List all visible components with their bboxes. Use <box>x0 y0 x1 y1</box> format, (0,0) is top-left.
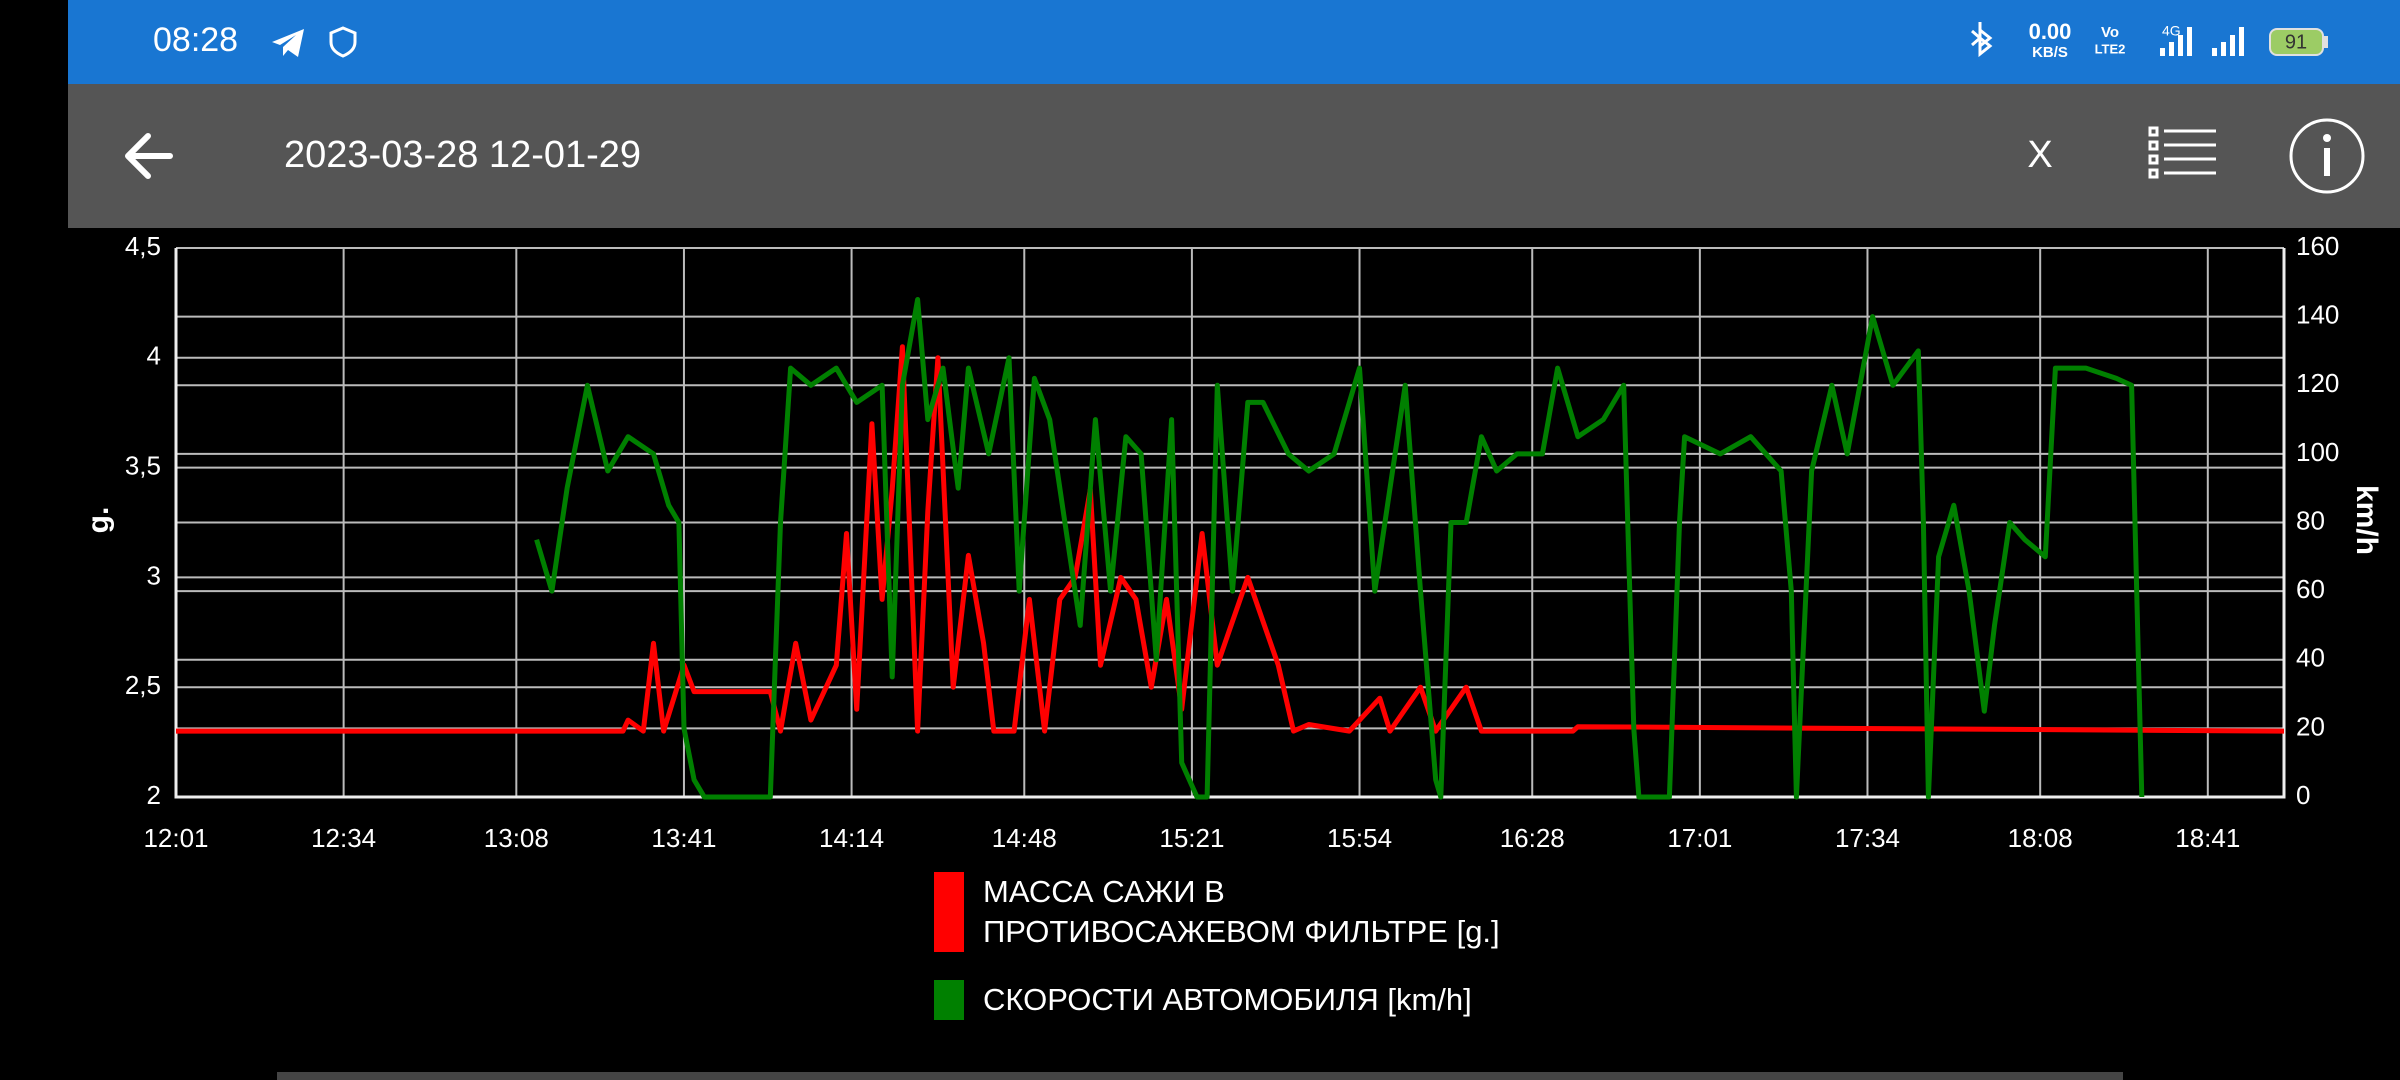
plot: 12:01 12:34 13:08 13:41 14:14 14:48 15:21 15:54… <box>82 231 2383 853</box>
signal-1 <box>2160 27 2192 56</box>
volte-top: Vo <box>2101 24 2119 41</box>
x-tick-label: 15:54 <box>1327 823 1392 853</box>
series-line <box>534 297 2145 800</box>
shield-icon <box>329 26 357 58</box>
battery <box>2269 28 2324 56</box>
info-button[interactable] <box>2289 118 2365 194</box>
net-speed: 0.00 <box>2029 19 2072 44</box>
legend-swatch <box>934 980 964 1020</box>
x-tick-label: 13:08 <box>484 823 549 853</box>
battery-level: 91 <box>2285 31 2307 53</box>
x-tick-label: 18:08 <box>2008 823 2073 853</box>
y2-tick-label: 120 <box>2296 368 2339 398</box>
y-tick-label: 3 <box>147 560 161 590</box>
x-tick-label: 14:48 <box>992 823 1057 853</box>
y-tick-label: 4 <box>147 341 161 371</box>
x-tick-label: 17:01 <box>1667 823 1732 853</box>
toolbar <box>68 84 2400 228</box>
y-tick-label: 4,5 <box>125 231 161 261</box>
clock: 08:28 <box>153 21 238 59</box>
legend-item: СКОРОСТИ АВТОМОБИЛЯ [km/h] <box>934 980 1554 1020</box>
y-tick-label: 3,5 <box>125 450 161 480</box>
y2-tick-label: 0 <box>2296 780 2310 810</box>
battery-tip <box>2324 36 2328 48</box>
net-unit: KB/S <box>2032 44 2068 61</box>
toolbar-title: 2023-03-28 12-01-29 <box>284 134 641 176</box>
legend-label: МАССА САЖИ В ПРОТИВОСАЖЕВОМ ФИЛЬТРЕ [g.] <box>983 874 1500 949</box>
y2-tick-label: 140 <box>2296 300 2339 330</box>
x-tick-label: 18:41 <box>2175 823 2240 853</box>
legend-label: СКОРОСТИ АВТОМОБИЛЯ [km/h] <box>983 982 1472 1017</box>
back-button[interactable] <box>125 133 173 179</box>
y-tick-label: 2 <box>147 780 161 810</box>
network-type: 4G <box>2162 23 2181 39</box>
axis-frame <box>174 248 2286 799</box>
y-tick-label: 2,5 <box>125 670 161 700</box>
y2-tick-label: 80 <box>2296 505 2325 535</box>
x-tick-label: 16:28 <box>1500 823 1565 853</box>
x-tick-label: 17:34 <box>1835 823 1900 853</box>
volte-bottom: LTE2 <box>2095 41 2126 56</box>
y2-tick-label: 60 <box>2296 574 2325 604</box>
legend-swatch <box>934 872 964 952</box>
y2-tick-label: 40 <box>2296 643 2325 673</box>
x-tick-label: 14:14 <box>819 823 884 853</box>
status-bar <box>68 0 2400 84</box>
legend-item: МАССА САЖИ В ПРОТИВОСАЖЕВОМ ФИЛЬТРЕ [g.] <box>934 872 1554 952</box>
y2-tick-label: 20 <box>2296 711 2325 741</box>
x-tick-label: 13:41 <box>651 823 716 853</box>
legend: МАССА САЖИ В ПРОТИВОСАЖЕВОМ ФИЛЬТРЕ [g.]… <box>934 872 1554 1048</box>
list-button[interactable] <box>2148 126 2216 179</box>
x-tick-label: 12:01 <box>143 823 208 853</box>
close-button[interactable]: X <box>2027 134 2052 176</box>
y2-tick-label: 100 <box>2296 437 2339 467</box>
y-axis-label: g. <box>82 507 115 534</box>
x-tick-label: 12:34 <box>311 823 376 853</box>
bluetooth-icon <box>1971 22 1993 58</box>
y2-axis-label: km/h <box>2350 485 2383 555</box>
telegram-icon <box>272 29 304 57</box>
y2-tick-label: 160 <box>2296 231 2339 261</box>
x-tick-label: 15:21 <box>1159 823 1224 853</box>
signal-2 <box>2212 27 2244 56</box>
